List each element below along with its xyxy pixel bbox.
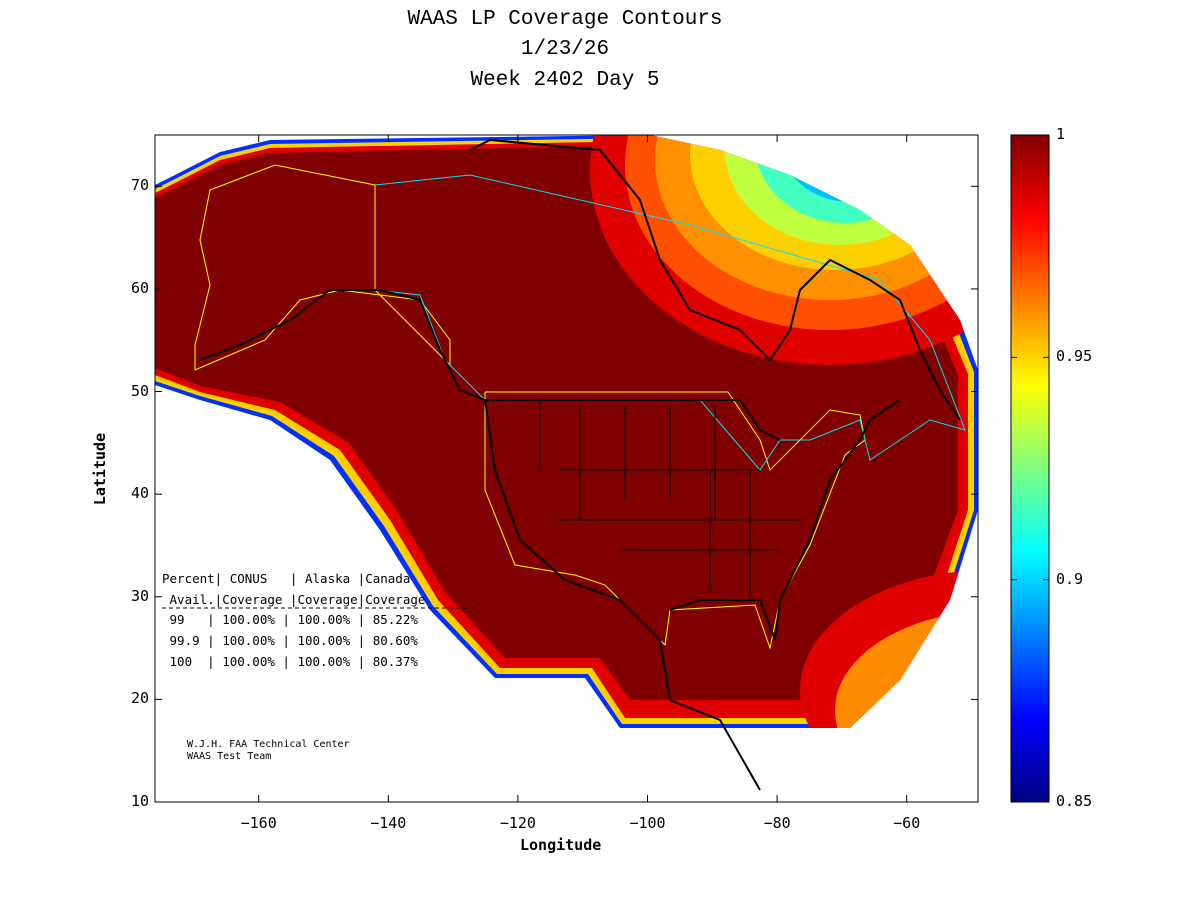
colorbar (1010, 134, 1050, 803)
x-tick-label: −140 (370, 814, 407, 832)
y-tick-label: 20 (130, 689, 149, 708)
table-header-2: Avail.|Coverage |Coverage|Coverage (162, 592, 426, 607)
region-boundary-alaska (194, 164, 451, 371)
table-row: 99 | 100.00% | 100.00% | 85.22% (162, 612, 418, 627)
us-state-lines (539, 400, 800, 600)
y-tick-label: 40 (130, 484, 149, 503)
y-tick-label: 50 (130, 381, 149, 400)
y-tick-label: 60 (130, 278, 149, 297)
x-tick-label: −120 (499, 814, 536, 832)
colorbar-ticks (1011, 134, 1049, 803)
y-tick-label: 10 (130, 792, 149, 810)
title-line-3: Week 2402 Day 5 (470, 69, 660, 92)
region-boundary-canada (374, 174, 966, 471)
coastline-outline (199, 138, 961, 791)
x-axis-label: Longitude (520, 836, 602, 854)
credit-line-2: WAAS Test Team (187, 751, 272, 762)
table-row: 100 | 100.00% | 100.00% | 80.37% (162, 654, 418, 669)
title-line-2: 1/23/26 (520, 38, 610, 61)
x-tick-label: −60 (893, 814, 921, 832)
table-header-1: Percent| CONUS | Alaska |Canada (162, 571, 411, 586)
plot-frame (154, 134, 979, 803)
colorbar-tick-label: 1 (1056, 125, 1066, 143)
y-axis-label: Latitude (91, 432, 110, 506)
axis-ticks (155, 135, 978, 803)
colorbar-tick-label: 0.85 (1056, 792, 1093, 810)
table-row: 99.9 | 100.00% | 100.00% | 80.60% (162, 633, 418, 648)
colorbar-tick-label: 0.95 (1056, 347, 1093, 366)
region-boundary-conus (484, 391, 866, 650)
y-tick-label: 70 (130, 176, 149, 195)
southeast-degradation (800, 570, 978, 728)
x-tick-label: −80 (763, 814, 791, 832)
x-tick-label: −100 (629, 814, 666, 832)
colorbar-tick-label: 0.9 (1056, 569, 1084, 588)
credit-line-1: W.J.H. FAA Technical Center (187, 739, 350, 750)
x-tick-label: −160 (240, 814, 277, 832)
y-tick-label: 30 (130, 586, 149, 605)
title-line-1: WAAS LP Coverage Contours (407, 8, 723, 31)
